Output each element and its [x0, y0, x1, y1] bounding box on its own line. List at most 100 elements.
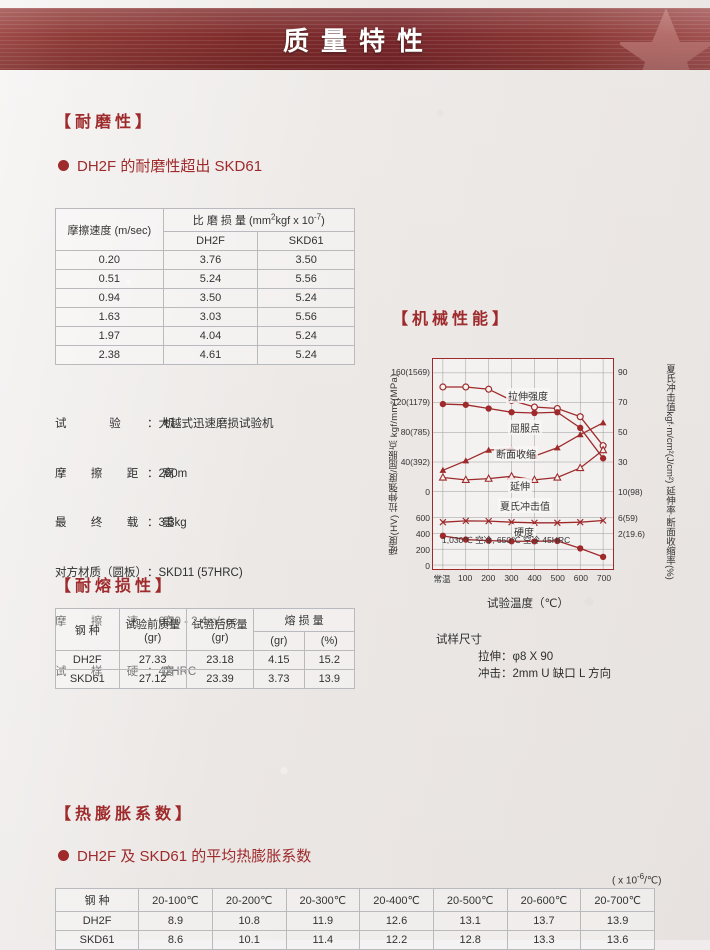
table-header-cell: 20-700℃: [580, 888, 655, 912]
melt-col-after: 试验后质量 (gr): [185, 608, 255, 651]
chart-data-point: [484, 473, 493, 482]
wear-col-group-sup2: -7: [314, 212, 322, 222]
table-header-cell: 20-100℃: [138, 888, 213, 912]
expansion-unit-b: /℃): [644, 875, 662, 887]
chart-data-point: [599, 517, 607, 524]
chart-data-point: [508, 538, 515, 545]
specimen-size-block: 试样尺寸 拉伸：φ8 X 90 冲击：2mm U 缺口 L 方向: [436, 632, 611, 683]
chart-y-tick-right: 10(98): [618, 487, 643, 497]
chart-y-tick-left: 160(1569): [391, 367, 430, 377]
chart-x-tick: 500: [550, 573, 565, 583]
table-row: 0.51 5.24 5.56: [55, 269, 355, 289]
table-cell: 0.51: [55, 269, 164, 289]
specimen-size-title: 试样尺寸: [436, 634, 482, 646]
chart-y-tick-left: 0: [425, 487, 430, 497]
chart-y-tick-right: 30: [618, 457, 628, 467]
chart-heat-treatment-note: 1,030℃ 空冷, 650℃ 空冷 45HRC: [442, 535, 571, 545]
condition-label: 摩 擦 距 离: [55, 467, 181, 480]
table-cell: 13.3: [506, 930, 582, 950]
table-cell: 1.63: [55, 307, 164, 327]
chart-y-tick-right: 70: [618, 397, 628, 407]
chart-y-tick-left: 40(392): [400, 457, 430, 467]
wear-col-group-c: ): [321, 215, 325, 227]
expansion-unit-a: ( x 10: [612, 875, 638, 887]
chart-y-tick-left: 80(785): [400, 427, 430, 437]
banner-gloss: [0, 8, 710, 70]
banner-background: [0, 8, 710, 70]
chart-data-point: [531, 409, 538, 417]
table-header-cell: 20-600℃: [506, 888, 582, 912]
chart-series-label: 夏氏冲击值: [498, 498, 552, 513]
table-cell: 3.76: [162, 250, 259, 270]
table-cell: 27.12: [118, 669, 187, 689]
table-cell: 3.50: [162, 288, 259, 308]
chart-data-point: [485, 405, 492, 412]
specimen-size-line: 拉伸：φ8 X 90: [478, 651, 554, 663]
chart-data-point: [530, 475, 539, 483]
table-row: SKD61 27.12 23.39 3.73 13.9: [55, 669, 356, 689]
wear-col-group-b: kgf x 10: [275, 215, 314, 227]
table-cell: 0.20: [55, 250, 164, 270]
condition-value: 3.3kg: [158, 517, 187, 529]
condition-row: 对方材质（圆板）：SKD11 (57HRC): [55, 565, 274, 582]
chart-y-tick-right: 90: [618, 367, 628, 377]
chart-data-point: [439, 400, 447, 408]
condition-row: 试 验 机：大越式迅速磨损试验机: [55, 416, 274, 433]
chart-series-label: 断面收缩: [494, 446, 538, 461]
bullet-dot-icon: [58, 160, 69, 171]
chart-data-point: [439, 383, 447, 391]
chart-data-point: [485, 385, 493, 393]
chart-y-tick-left: 200: [415, 545, 430, 555]
melt-col-before: 试验前质量 (gr): [118, 608, 187, 651]
wear-resistance-table: 摩擦速度 (m/sec) 比 磨 损 量 (mm2kgf x 10-7) DH2…: [55, 208, 356, 365]
table-row: 2.38 4.61 5.24: [55, 345, 355, 365]
melt-col-group: 熔 损 量: [253, 608, 355, 632]
chart-data-point: [575, 463, 585, 472]
chart-x-tick: 常温: [433, 574, 451, 584]
section-title-melt-loss: 【耐熔损性】: [55, 578, 176, 595]
chart-data-point: [439, 532, 447, 539]
table-cell: 8.9: [138, 911, 213, 931]
condition-value: 大越式迅速磨损试验机: [158, 418, 274, 430]
chart-data-point: [438, 472, 448, 481]
chart-svg: [433, 359, 613, 569]
melt-sub-gr: (gr): [253, 631, 305, 651]
table-cell: 4.61: [162, 345, 259, 365]
table-header-cell: 20-400℃: [359, 888, 434, 912]
table-cell: 0.94: [55, 288, 164, 308]
chart-data-point: [485, 517, 493, 525]
chart-data-point: [462, 457, 470, 464]
chart-data-point: [577, 545, 584, 552]
table-cell: 12.8: [432, 930, 508, 950]
chart-x-tick: 100: [458, 573, 473, 583]
wear-bullet-text: DH2F 的耐磨性超出 SKD61: [77, 158, 263, 175]
table-cell: 11.9: [285, 911, 361, 931]
section-title-expansion: 【热膨胀系数】: [55, 806, 196, 823]
melt-sub-pct: (%): [303, 631, 356, 651]
wear-bullet-row: DH2F 的耐磨性超出 SKD61: [58, 155, 262, 176]
table-cell: 3.73: [253, 669, 305, 689]
chart-data-point: [531, 538, 538, 545]
chart-y-tick-left: 400: [415, 529, 430, 539]
wear-col-group-sup: 2: [271, 212, 276, 222]
chart-data-point: [553, 472, 562, 481]
chart-data-point: [485, 446, 493, 453]
table-cell: 23.39: [185, 669, 255, 689]
table-cell: 13.9: [580, 911, 655, 931]
table-cell: 27.33: [118, 650, 187, 670]
table-header-row: 钢 种 20-100℃ 20-200℃ 20-300℃ 20-400℃ 20-500℃ 20…: [54, 888, 655, 912]
wear-col-group: 比 磨 损 量 (mm2kgf x 10-7): [162, 208, 356, 232]
chart-x-tick: 700: [596, 573, 612, 583]
star-icon: [620, 8, 710, 70]
condition-row: 摩 擦 距 离：200m: [55, 466, 274, 483]
chart-x-tick: 300: [504, 573, 519, 583]
condition-label: 最 终 载 重: [55, 517, 181, 529]
table-cell: 5.24: [257, 326, 355, 346]
table-cell: DH2F: [54, 911, 140, 931]
condition-value: 200m: [158, 467, 188, 480]
table-row: SKD61 8.6 10.1 11.4 12.2 12.8 13.3 13.6: [54, 930, 655, 950]
expansion-unit-sup: -6: [637, 872, 645, 881]
table-cell: 13.9: [303, 669, 356, 689]
chart-x-tick: 600: [573, 573, 588, 583]
